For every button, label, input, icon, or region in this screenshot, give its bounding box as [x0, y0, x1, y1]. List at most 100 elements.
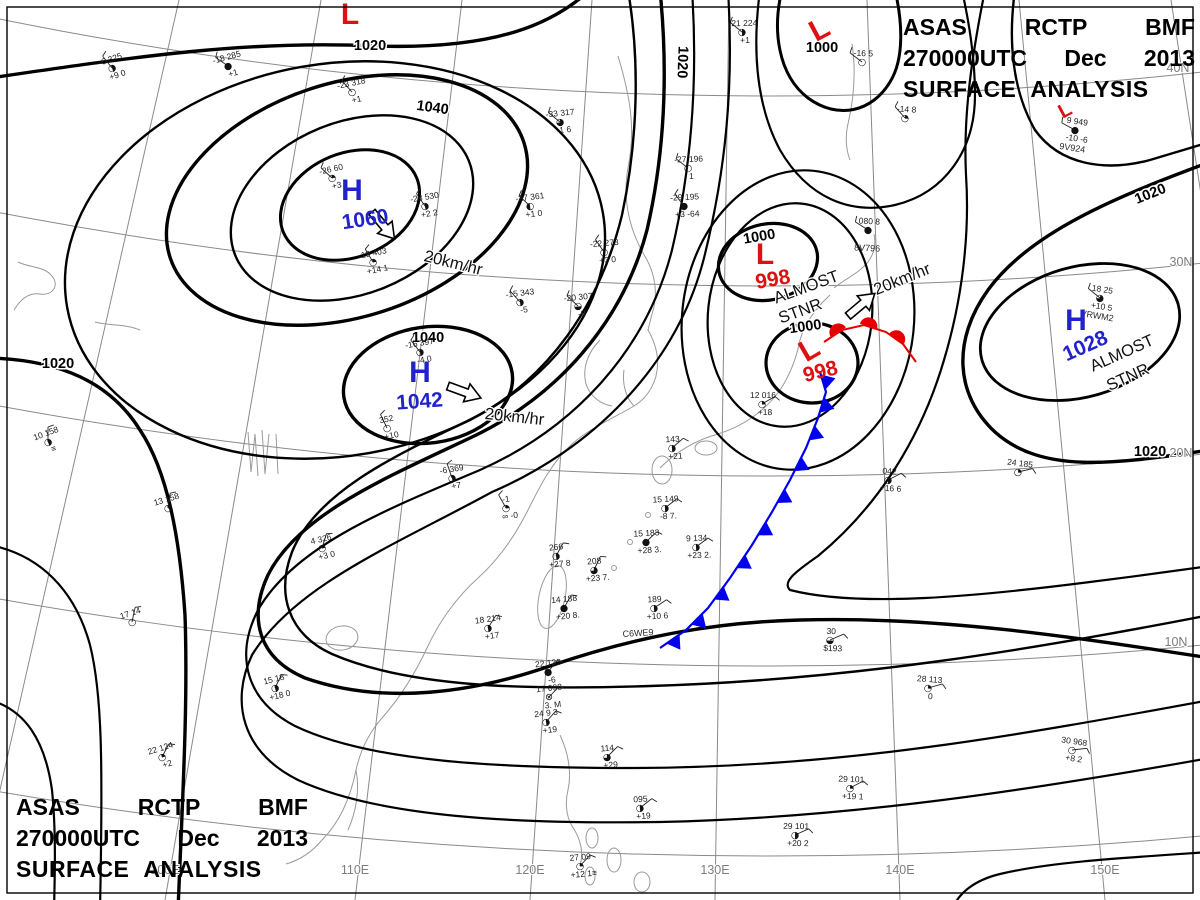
station-cloud-cover-icon: ◑ — [270, 682, 281, 695]
philippines-island-3 — [584, 866, 596, 886]
station-data-lower: +14 1 — [366, 262, 389, 276]
wind-barb-icon — [887, 472, 902, 481]
station-cloud-cover-icon: ◔ — [758, 399, 766, 410]
station-cloud-cover-icon: ◑ — [692, 542, 701, 553]
isobar-value-label: 1040 — [412, 330, 444, 346]
station-data-lower: +3 -64 — [675, 208, 700, 219]
station-cloud-cover-icon: ◑ — [447, 472, 457, 484]
wind-barb-tick — [901, 472, 907, 478]
station-plot: ◔27 09 +12 1≡ — [569, 851, 597, 880]
station-plot: ◔29 101 +19 1 — [838, 774, 869, 802]
title-word: SURFACE — [903, 76, 1017, 102]
isobar-1020-main — [256, 0, 1200, 696]
station-plot: ◒-20 307 -5 — [563, 290, 593, 319]
station-cloud-cover-icon: ○ — [382, 422, 392, 434]
wind-barb-icon — [1017, 468, 1033, 473]
low-pressure-symbol: L — [341, 0, 359, 31]
station-cloud-cover-icon: ◑ — [738, 27, 746, 38]
wind-barb-icon — [1071, 747, 1087, 751]
wind-barb-tick — [862, 780, 869, 786]
wind-barb-icon — [364, 248, 374, 263]
station-plot: ●15 183 +28 3. — [633, 527, 663, 556]
station-plot: ◔4 326 +3 0 — [310, 532, 337, 562]
isobar-value-label: 1000 — [742, 226, 777, 247]
cold-front-triangle-icon — [794, 456, 810, 472]
station-plot: ◔-19 403+14 1 — [357, 244, 389, 276]
station-data-upper: 15 149 — [652, 493, 679, 504]
warm-front-semicircle-icon — [829, 323, 846, 338]
wind-barb-icon — [320, 167, 333, 179]
station-cloud-cover-icon: ○ — [347, 86, 357, 98]
wind-barb-icon — [555, 542, 564, 557]
station-plot: C6WE9 — [622, 627, 654, 639]
station-cloud-cover-icon: ● — [680, 201, 689, 212]
longitude-label: 150E — [1090, 863, 1119, 877]
station-plot: ◔22 124+2 — [146, 739, 176, 770]
wind-barb-icon — [829, 633, 844, 641]
station-data-lower: +10 6 — [646, 610, 668, 621]
title-word: 270000UTC — [16, 825, 141, 851]
station-plot: ●-18 285+1 — [211, 48, 242, 79]
station-cloud-cover-icon: ◔ — [317, 542, 327, 555]
wind-barb-tick — [1087, 282, 1091, 289]
wind-barb-icon — [446, 463, 453, 479]
station-data-upper: -6 369 — [439, 462, 465, 476]
station-data-lower: +7 — [451, 480, 462, 491]
longitude-label: 140E — [885, 863, 914, 877]
wind-barb-tick — [1061, 116, 1064, 123]
title-word: Dec — [177, 825, 220, 851]
wind-barb-icon — [410, 339, 421, 353]
lat-0n-arc — [0, 790, 1200, 856]
kyushu-island — [651, 455, 673, 485]
wind-barb-tick — [341, 75, 346, 82]
station-data-lower: ∞ -0 — [501, 510, 518, 522]
latitude-label: 40N — [1167, 61, 1190, 75]
warm-front-semicircle-icon — [859, 317, 878, 330]
station-plot: ●22 133 -6 — [535, 657, 564, 685]
pressure-center-value: 1042 — [395, 388, 443, 414]
station-data-upper: -16 5 — [854, 48, 874, 59]
station-plot: ◔28 113 0 — [917, 673, 947, 701]
station-plot: ◑-16 397 -4 0 — [404, 334, 435, 366]
station-cloud-cover-icon: ◑ — [42, 436, 54, 449]
station-plot: ○17 14 — [119, 605, 143, 629]
weather-fronts — [659, 317, 917, 650]
wind-barb-icon — [674, 193, 685, 207]
station-cloud-cover-icon: ◔ — [327, 172, 337, 185]
station-data-lower: +1 — [740, 35, 750, 45]
wind-barb-icon — [695, 537, 709, 548]
station-data-upper: 266 — [548, 541, 563, 552]
station-data-upper: 28 113 — [917, 673, 943, 685]
isobar-1024-west — [284, 0, 1200, 689]
wind-barb-tick — [1086, 748, 1090, 754]
wind-barb-icon — [894, 106, 906, 119]
wind-barb-icon — [545, 710, 557, 723]
wind-barb-icon — [653, 599, 667, 609]
title-line-1: ASAS RCTP BMF — [903, 12, 1195, 43]
station-data-upper: -21 224 — [728, 18, 757, 28]
cold-front-triangle-icon — [691, 613, 707, 629]
wind-barb-tick — [495, 614, 502, 617]
station-data-lower: +3 0 — [599, 254, 617, 265]
station-data-lower: -4 0 — [416, 353, 432, 365]
station-plot: ⊗17 098 3. M — [536, 682, 566, 710]
station-plot: ◑143 +21 — [665, 434, 689, 461]
isobar-1000-l998-south — [764, 321, 860, 405]
title-line-3: SURFACE ANALYSIS — [16, 854, 308, 885]
station-data-upper: 24 185 — [1007, 457, 1034, 470]
wind-barb-icon — [161, 743, 170, 758]
shikoku-island — [694, 440, 718, 456]
station-cloud-cover-icon: ◑ — [650, 603, 659, 614]
station-cloud-cover-icon: ○ — [599, 247, 608, 259]
station-cloud-cover-icon: ◔ — [1013, 467, 1023, 479]
wind-barb-icon — [645, 531, 658, 543]
longitude-label: 130E — [700, 863, 729, 877]
station-data-lower: 1 — [689, 171, 694, 181]
wind-barb-icon — [1061, 122, 1076, 131]
station-cloud-cover-icon: ◑ — [636, 803, 645, 815]
title-word: 2013 — [256, 825, 308, 851]
high-pressure-symbol: H — [341, 174, 363, 207]
longitude-label: 100E — [150, 863, 179, 877]
isobar-1040-h1060 — [164, 73, 530, 327]
station-data-lower: ≡ — [50, 443, 58, 454]
